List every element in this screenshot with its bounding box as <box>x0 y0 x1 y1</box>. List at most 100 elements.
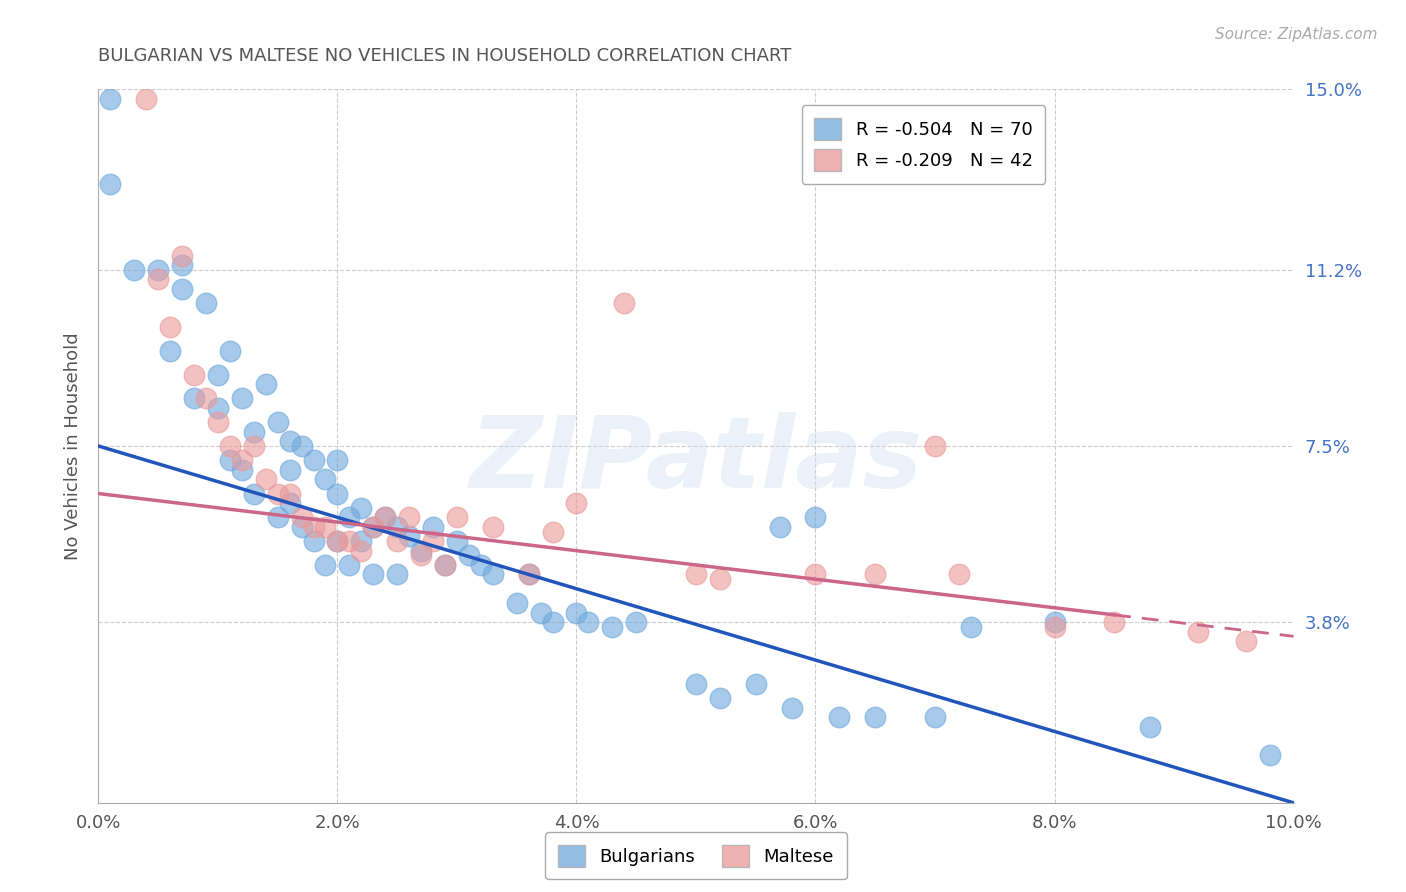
Point <box>135 92 157 106</box>
Point <box>482 567 505 582</box>
Point <box>267 415 290 429</box>
Point <box>685 677 707 691</box>
Point <box>195 392 218 406</box>
Point <box>613 296 636 310</box>
Legend: Bulgarians, Maltese: Bulgarians, Maltese <box>546 832 846 880</box>
Point <box>339 534 361 549</box>
Point <box>1234 634 1257 648</box>
Point <box>350 534 373 549</box>
Point <box>804 567 827 582</box>
Point <box>828 710 851 724</box>
Point <box>709 572 731 586</box>
Point <box>363 520 385 534</box>
Point <box>709 691 731 706</box>
Point <box>1258 748 1281 763</box>
Point <box>565 496 588 510</box>
Point <box>148 263 170 277</box>
Point <box>243 486 266 500</box>
Point <box>98 178 122 192</box>
Point <box>948 567 970 582</box>
Point <box>411 543 433 558</box>
Point <box>865 567 887 582</box>
Point <box>254 377 277 392</box>
Point <box>98 92 122 106</box>
Point <box>183 368 205 382</box>
Point <box>434 558 457 572</box>
Point <box>267 510 290 524</box>
Point <box>326 534 349 549</box>
Point <box>482 520 505 534</box>
Point <box>541 524 564 539</box>
Point <box>924 439 946 453</box>
Point <box>339 558 361 572</box>
Point <box>960 620 983 634</box>
Point <box>267 486 290 500</box>
Point <box>745 677 768 691</box>
Point <box>446 510 468 524</box>
Point <box>374 510 396 524</box>
Text: Source: ZipAtlas.com: Source: ZipAtlas.com <box>1215 27 1378 42</box>
Point <box>183 392 205 406</box>
Point <box>124 263 146 277</box>
Point <box>326 486 349 500</box>
Point <box>1187 624 1209 639</box>
Point <box>148 272 170 286</box>
Point <box>506 596 529 610</box>
Point <box>315 558 337 572</box>
Point <box>278 434 301 449</box>
Point <box>602 620 624 634</box>
Point <box>326 534 349 549</box>
Point <box>172 249 194 263</box>
Point <box>626 615 648 629</box>
Point <box>291 520 314 534</box>
Point <box>422 534 444 549</box>
Point <box>219 439 242 453</box>
Point <box>278 463 301 477</box>
Point <box>302 534 325 549</box>
Point <box>195 296 218 310</box>
Point <box>219 343 242 358</box>
Point <box>385 567 409 582</box>
Point <box>243 425 266 439</box>
Point <box>302 453 325 467</box>
Point <box>422 520 444 534</box>
Text: BULGARIAN VS MALTESE NO VEHICLES IN HOUSEHOLD CORRELATION CHART: BULGARIAN VS MALTESE NO VEHICLES IN HOUS… <box>98 47 792 65</box>
Text: ZIPatlas: ZIPatlas <box>470 412 922 508</box>
Point <box>924 710 946 724</box>
Point <box>434 558 457 572</box>
Point <box>315 472 337 486</box>
Point <box>374 510 396 524</box>
Point <box>291 439 314 453</box>
Point <box>219 453 242 467</box>
Point <box>350 500 373 515</box>
Point <box>243 439 266 453</box>
Point <box>231 453 253 467</box>
Point <box>517 567 540 582</box>
Point <box>398 510 420 524</box>
Point <box>565 606 588 620</box>
Point <box>207 368 229 382</box>
Point <box>578 615 600 629</box>
Point <box>517 567 540 582</box>
Point <box>278 496 301 510</box>
Point <box>172 282 194 296</box>
Point <box>278 486 301 500</box>
Point <box>804 510 827 524</box>
Point <box>865 710 887 724</box>
Point <box>363 567 385 582</box>
Point <box>302 520 325 534</box>
Point <box>1139 720 1161 734</box>
Point <box>446 534 468 549</box>
Point <box>207 415 229 429</box>
Point <box>315 520 337 534</box>
Point <box>541 615 564 629</box>
Point <box>470 558 492 572</box>
Point <box>530 606 553 620</box>
Point <box>231 392 253 406</box>
Point <box>291 510 314 524</box>
Point <box>398 529 420 543</box>
Point <box>780 700 803 714</box>
Point <box>254 472 277 486</box>
Point <box>1104 615 1126 629</box>
Point <box>350 543 373 558</box>
